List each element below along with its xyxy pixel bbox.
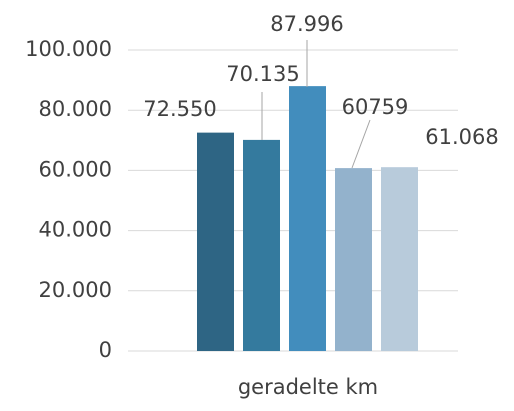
bar — [335, 168, 372, 351]
y-tick-label: 40.000 — [39, 218, 112, 242]
leader-line — [351, 119, 371, 169]
y-tick-label: 60.000 — [39, 157, 112, 181]
bar — [243, 139, 280, 351]
y-tick-label: 20.000 — [39, 278, 112, 302]
data-label: 61.068 — [425, 125, 498, 149]
data-label: 60759 — [342, 95, 409, 119]
y-tick-label: 100.000 — [25, 37, 112, 61]
x-tick-label: geradelte km — [238, 375, 378, 399]
y-tick-label: 80.000 — [39, 97, 112, 121]
data-label: 72.550 — [143, 97, 216, 121]
data-label: 70.135 — [226, 62, 299, 86]
y-tick-label: 0 — [99, 338, 112, 362]
data-label: 87.996 — [270, 12, 343, 36]
bar — [197, 132, 234, 351]
bar — [289, 86, 326, 351]
bar — [381, 167, 418, 351]
